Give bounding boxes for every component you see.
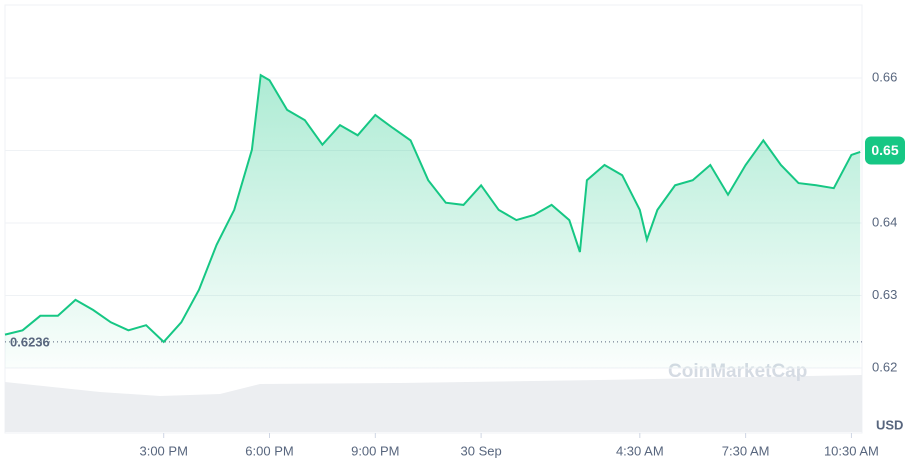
volume-area bbox=[5, 375, 862, 432]
plot-frame bbox=[4, 4, 863, 434]
y-tick-label: 0.66 bbox=[872, 69, 897, 84]
y-tick-label: 0.64 bbox=[872, 214, 897, 229]
y-tick-label: 0.63 bbox=[872, 287, 897, 302]
price-area bbox=[5, 75, 861, 368]
x-tick-label: 7:30 AM bbox=[722, 443, 770, 458]
current-price-badge bbox=[865, 136, 905, 165]
current-price-label: 0.65 bbox=[871, 142, 898, 158]
x-tick-label: 30 Sep bbox=[461, 443, 502, 458]
x-tick-label: 6:00 PM bbox=[245, 443, 293, 458]
x-tick-label: 10:30 AM bbox=[824, 443, 879, 458]
currency-label: USD bbox=[876, 417, 903, 432]
x-tick-label: 3:00 PM bbox=[139, 443, 187, 458]
x-tick-label: 4:30 AM bbox=[616, 443, 664, 458]
x-tick-label: 9:00 PM bbox=[351, 443, 399, 458]
price-line bbox=[4, 73, 861, 344]
y-tick-label: 0.62 bbox=[872, 359, 897, 374]
reference-label: 0.6236 bbox=[10, 334, 50, 349]
